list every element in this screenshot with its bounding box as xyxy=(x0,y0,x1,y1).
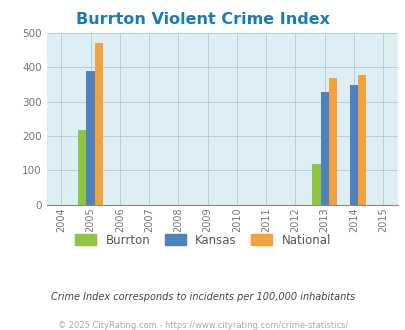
Text: Crime Index corresponds to incidents per 100,000 inhabitants: Crime Index corresponds to incidents per… xyxy=(51,292,354,302)
Legend: Burrton, Kansas, National: Burrton, Kansas, National xyxy=(70,229,335,251)
Bar xyxy=(328,78,336,205)
Bar xyxy=(357,75,365,205)
Bar xyxy=(94,43,102,205)
Bar xyxy=(320,92,328,205)
Bar xyxy=(349,85,357,205)
Bar xyxy=(78,130,86,205)
Text: © 2025 CityRating.com - https://www.cityrating.com/crime-statistics/: © 2025 CityRating.com - https://www.city… xyxy=(58,321,347,330)
Bar xyxy=(86,71,94,205)
Text: Burrton Violent Crime Index: Burrton Violent Crime Index xyxy=(76,12,329,26)
Bar xyxy=(312,164,320,205)
